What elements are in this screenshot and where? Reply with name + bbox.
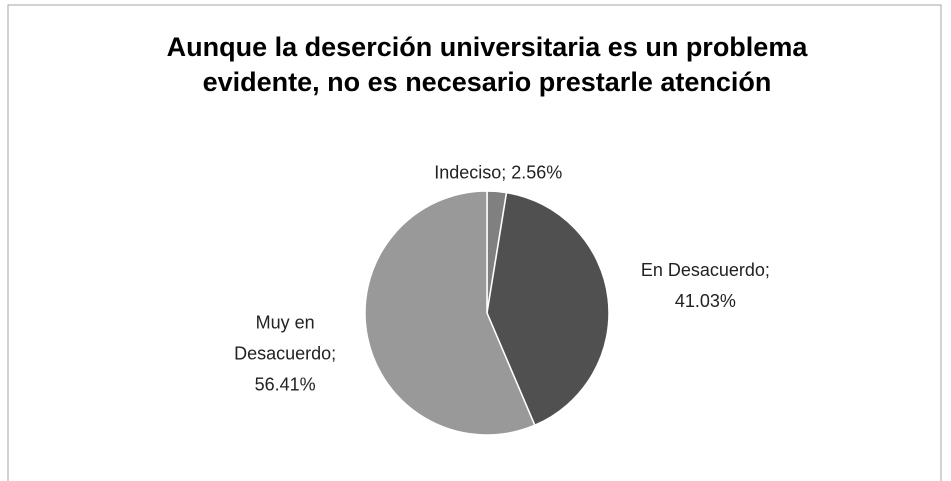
data-label: Indeciso; 2.56%: [434, 162, 563, 183]
data-label: En Desacuerdo; 41.03%: [640, 260, 770, 312]
chart-border: [7, 4, 942, 481]
chart-title: Aunque la deserción universitaria es un …: [166, 32, 808, 97]
pie-slice: [486, 191, 610, 427]
pie-slice: [364, 190, 536, 436]
data-label: Muy en Desacuerdo; 56.41%: [234, 312, 337, 395]
